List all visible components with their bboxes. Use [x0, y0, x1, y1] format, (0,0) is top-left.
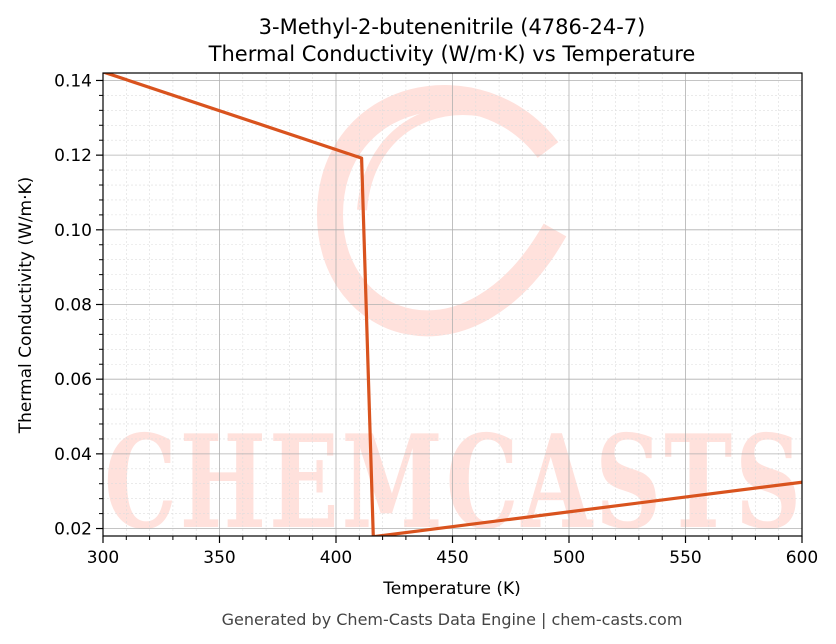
- x-axis-label: Temperature (K): [382, 579, 521, 599]
- watermark-logo: [316, 85, 567, 337]
- x-tick-label: 500: [553, 548, 585, 568]
- watermark-text: CHEMCASTS: [104, 408, 804, 558]
- chart-subtitle: Thermal Conductivity (W/m·K) vs Temperat…: [208, 42, 696, 66]
- x-tick-label: 550: [669, 548, 701, 568]
- x-tick-label: 350: [203, 548, 235, 568]
- y-axis-label: Thermal Conductivity (W/m·K): [16, 177, 36, 435]
- watermark: CHEMCASTS: [104, 85, 804, 558]
- chart-title: 3-Methyl-2-butenenitrile (4786-24-7): [259, 15, 646, 39]
- x-tick-label: 450: [436, 548, 468, 568]
- y-tick-label: 0.14: [54, 71, 92, 91]
- y-tick-label: 0.04: [54, 445, 92, 465]
- y-tick-label: 0.06: [54, 370, 92, 390]
- y-tick-label: 0.10: [54, 221, 92, 241]
- y-tick-label: 0.02: [54, 520, 92, 540]
- footer-credit: Generated by Chem-Casts Data Engine | ch…: [222, 610, 683, 629]
- y-tick-label: 0.08: [54, 296, 92, 316]
- y-tick-label: 0.12: [54, 146, 92, 166]
- x-tick-label: 600: [786, 548, 818, 568]
- series-layer: [103, 73, 802, 536]
- x-tick-label: 400: [320, 548, 352, 568]
- x-tick-label: 300: [87, 548, 119, 568]
- y-axis: 0.02 0.04 0.06 0.08 0.10 0.12 0.14: [54, 71, 103, 540]
- x-axis: 300 350 400 450 500 550 600: [87, 536, 818, 568]
- series-line: [103, 73, 802, 536]
